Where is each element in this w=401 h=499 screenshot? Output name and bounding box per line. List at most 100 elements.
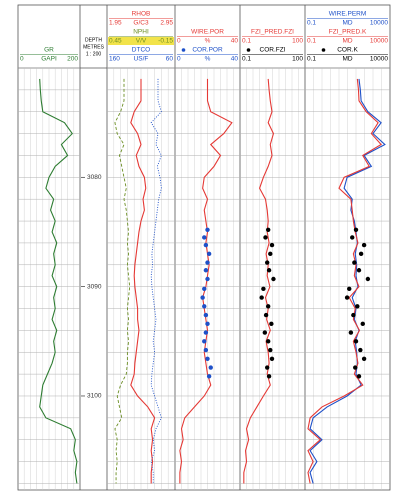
core-point: [203, 330, 209, 335]
log-curve: [130, 78, 156, 484]
core-point: [360, 321, 365, 327]
core-point: [205, 356, 210, 362]
core-point: [356, 374, 362, 379]
scale-left: 0: [177, 38, 181, 45]
core-point: [350, 235, 355, 240]
scale-left: 0.1: [307, 56, 316, 63]
core-point: [365, 276, 371, 282]
core-point: [203, 347, 209, 353]
core-point: [265, 339, 271, 344]
core-point: [205, 276, 210, 282]
core-point: [205, 260, 210, 265]
core-point: [265, 304, 271, 309]
core-point: [361, 242, 367, 248]
core-point: [361, 356, 367, 362]
scale-unit: %: [205, 56, 211, 63]
depth-header: METRES: [83, 44, 105, 50]
curve-name: GR: [44, 47, 54, 54]
core-point: [353, 227, 359, 233]
core-point: [208, 365, 213, 370]
curve-name: FZI_PRED.K: [329, 29, 367, 36]
scale-unit: MD: [342, 38, 352, 45]
core-point: [203, 242, 209, 248]
depth-header: 1 : 200: [86, 51, 102, 57]
log-curve: [114, 78, 131, 484]
curve-name: NPHI: [133, 29, 149, 36]
scale-unit: %: [205, 38, 211, 45]
scale-right: 10000: [370, 38, 388, 45]
scale-right: 200: [67, 56, 78, 63]
core-point: [202, 286, 207, 292]
core-point: [259, 295, 264, 300]
log-curve: [39, 78, 78, 484]
core-point: [263, 312, 269, 318]
core-point: [268, 347, 273, 353]
core-point: [205, 227, 210, 233]
scale-left: 0.45: [109, 38, 122, 45]
core-point: [356, 268, 362, 273]
core-point: [271, 276, 276, 282]
log-curve: [243, 78, 275, 484]
scale-right: 100: [292, 56, 303, 63]
curve-name: FZI_PRED.FZI: [251, 29, 294, 36]
core-point: [266, 374, 272, 379]
depth-header: DEPTH: [85, 37, 102, 43]
core-point: [264, 365, 270, 370]
header-fill: [108, 37, 174, 45]
core-point: [358, 251, 364, 257]
core-point: [263, 235, 268, 240]
core-point: [200, 295, 205, 300]
core-point: [268, 251, 273, 257]
scale-left: 0.1: [242, 56, 251, 63]
legend-dot: [321, 48, 326, 52]
scale-right: 60: [166, 56, 174, 63]
core-point: [352, 260, 357, 265]
scale-right: 10000: [370, 20, 388, 27]
scale-left: 1.95: [109, 20, 122, 27]
scale-right: 100: [292, 38, 303, 45]
log-curve: [307, 78, 382, 484]
core-point: [202, 339, 207, 344]
scale-left: 0: [20, 56, 24, 63]
scale-unit: G/C3: [133, 20, 149, 27]
scale-right: 10000: [370, 56, 388, 63]
core-point: [206, 251, 212, 257]
core-point: [348, 330, 354, 335]
core-point: [203, 268, 209, 273]
core-point: [206, 374, 212, 379]
y-tick-label: 3100: [87, 393, 102, 400]
core-point: [205, 321, 210, 327]
core-point: [265, 227, 271, 233]
core-point: [261, 286, 266, 292]
scale-right: -0.15: [158, 38, 173, 45]
scale-right: 40: [231, 56, 239, 63]
core-point: [203, 312, 209, 318]
scale-left: 160: [109, 56, 120, 63]
curve-name: WIRE.POR: [191, 29, 224, 36]
curve-name: WIRE.PERM: [329, 11, 367, 18]
core-point: [269, 242, 275, 248]
legend-dot: [246, 48, 251, 52]
frame: [17, 4, 391, 491]
y-tick-label: 3090: [87, 283, 102, 290]
core-point: [269, 356, 275, 362]
core-point: [358, 347, 363, 353]
curve-name: DTCO: [132, 47, 150, 54]
curve-name: COR.K: [337, 47, 358, 54]
core-point: [262, 330, 268, 335]
core-point: [351, 312, 356, 318]
log-curve: [179, 78, 233, 484]
scale-left: 0.1: [307, 38, 316, 45]
scale-left: 0.1: [242, 38, 251, 45]
core-point: [347, 286, 352, 292]
core-point: [355, 304, 360, 309]
scale-left: 0.1: [307, 20, 316, 27]
curve-name: COR.POR: [192, 47, 223, 54]
scale-unit: US/F: [134, 56, 149, 63]
scale-unit: MD: [342, 20, 352, 27]
core-point: [269, 321, 274, 327]
core-point: [264, 260, 270, 265]
curve-name: COR.FZI: [260, 47, 286, 54]
core-point: [353, 365, 358, 370]
